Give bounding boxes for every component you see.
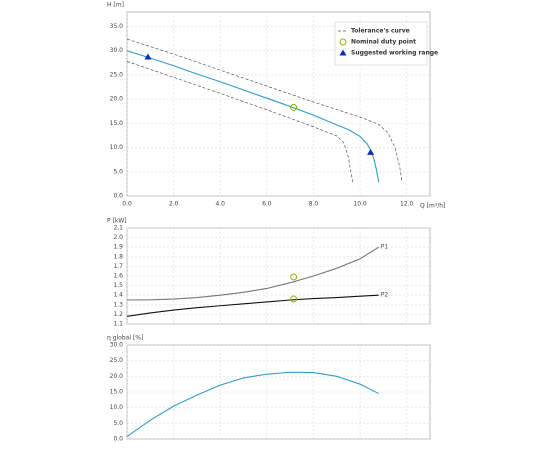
x-tick-label: 10.0	[353, 201, 367, 208]
y-tick-label: 10.0	[110, 144, 124, 151]
y-tick-label: 1.6	[113, 273, 123, 280]
y-tick-label: 1.8	[113, 253, 123, 260]
curve	[126, 38, 403, 182]
legend-swatch	[339, 38, 347, 46]
working-range-point	[144, 53, 152, 60]
duty-point	[290, 273, 298, 281]
y-tick-label: 1.3	[113, 301, 123, 308]
y-tick-label: 10.0	[110, 404, 124, 411]
x-tick-label: 6.0	[262, 201, 272, 208]
curve-label: P1	[381, 244, 389, 251]
y-tick-label: 20.0	[110, 96, 124, 103]
y-tick-label: 5.0	[113, 168, 123, 175]
y-tick-label: 2.1	[113, 225, 123, 232]
curve	[126, 294, 379, 317]
working-range-point	[367, 148, 375, 155]
x-axis-label: Q [m³/h]	[420, 203, 445, 210]
legend-label: Tolerance's curve	[351, 28, 410, 35]
x-tick-label: 4.0	[215, 201, 225, 208]
y-tick-label: 20.0	[110, 373, 124, 380]
y-axis-label: P [kW]	[107, 218, 127, 225]
legend-box	[334, 21, 428, 66]
x-tick-label: 2.0	[169, 201, 179, 208]
x-tick-label: 8.0	[309, 201, 319, 208]
curve	[126, 371, 379, 437]
x-tick-label: 0.0	[122, 201, 132, 208]
y-tick-label: 25.0	[110, 357, 124, 364]
y-tick-label: 1.4	[113, 292, 123, 299]
y-tick-label: 1.1	[113, 321, 123, 328]
legend-label: Suggested working range	[351, 50, 438, 57]
y-tick-label: 1.7	[113, 263, 123, 270]
curve	[126, 246, 380, 301]
y-tick-label: 5.0	[113, 420, 123, 427]
legend-label: Nominal duty point	[351, 39, 416, 46]
duty-point	[290, 103, 298, 111]
y-tick-label: 30.0	[110, 342, 124, 349]
y-axis-label: H [m]	[107, 2, 124, 9]
duty-point	[290, 295, 298, 303]
y-tick-label: 1.9	[113, 244, 123, 251]
y-tick-label: 2.0	[113, 234, 123, 241]
curve	[126, 61, 354, 183]
y-tick-label: 25.0	[110, 71, 124, 78]
legend-swatch	[339, 49, 347, 56]
y-axis-label: η global [%]	[107, 335, 143, 342]
y-tick-label: 30.0	[110, 47, 124, 54]
y-tick-label: 35.0	[110, 23, 124, 30]
x-tick-label: 12.0	[400, 201, 414, 208]
y-tick-label: 0.0	[113, 436, 123, 443]
y-tick-label: 1.2	[113, 311, 123, 318]
y-tick-label: 15.0	[110, 120, 124, 127]
curve-label: P2	[381, 292, 389, 299]
y-tick-label: 0.0	[113, 193, 123, 200]
y-tick-label: 15.0	[110, 389, 124, 396]
y-tick-label: 1.5	[113, 282, 123, 289]
